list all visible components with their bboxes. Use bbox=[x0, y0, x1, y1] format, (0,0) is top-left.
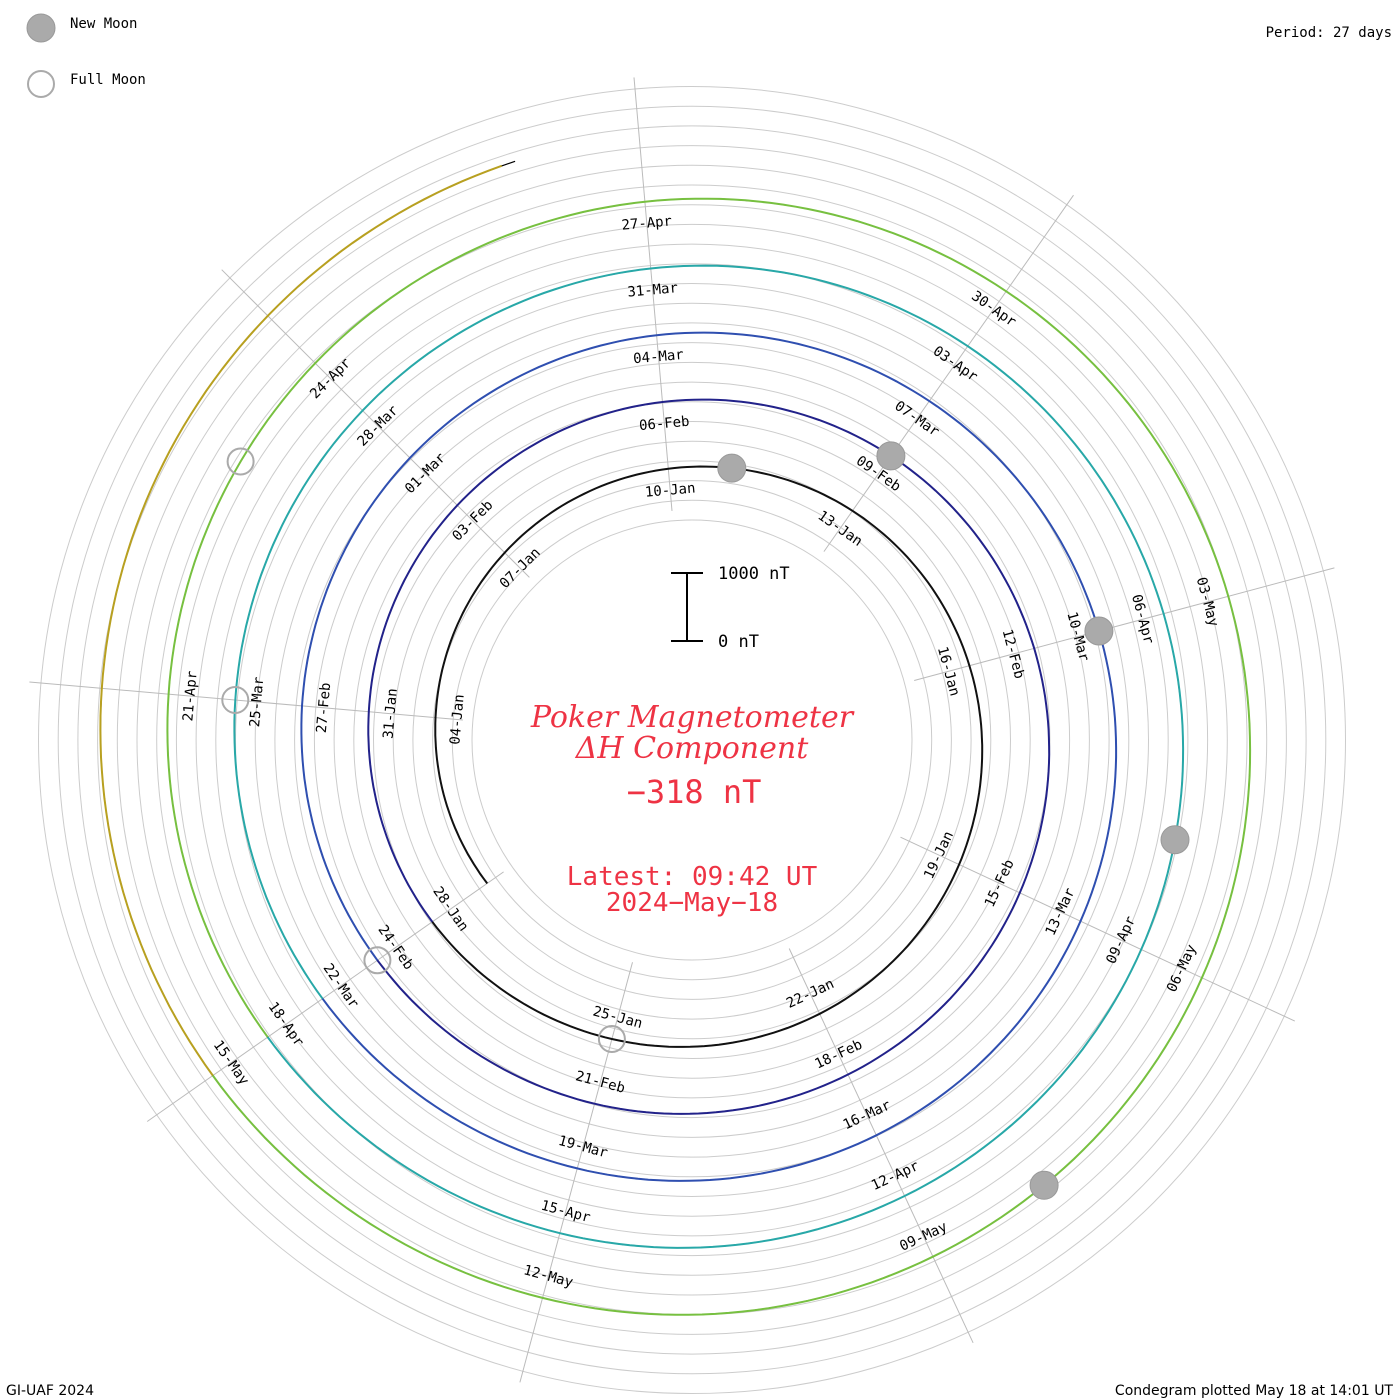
date-tick-label: 15-Apr bbox=[539, 1198, 592, 1227]
chart-title-line2: ΔH Component bbox=[575, 731, 809, 766]
date-tick-label: 25-Mar bbox=[247, 676, 267, 728]
trace-series bbox=[367, 398, 1051, 1115]
current-value: −318 nT bbox=[627, 773, 762, 811]
latest-date: 2024−May−18 bbox=[606, 888, 778, 918]
grid-circle bbox=[313, 361, 1071, 1119]
trace-series bbox=[431, 465, 984, 1048]
date-tick-label: 21-Apr bbox=[180, 670, 200, 722]
trace-series bbox=[233, 264, 1185, 1249]
grid-circle bbox=[195, 243, 1189, 1237]
scale-bar bbox=[671, 572, 703, 642]
grid-circle bbox=[432, 480, 952, 1000]
date-tick-label: 21-Feb bbox=[574, 1068, 627, 1097]
trace-series bbox=[166, 197, 1252, 1316]
date-tick-label: 27-Apr bbox=[621, 213, 673, 233]
grid-circle bbox=[57, 105, 1327, 1375]
new-moon-marker bbox=[1084, 616, 1114, 646]
grid-spoke bbox=[914, 567, 1335, 681]
date-tick-label: 19-Jan bbox=[921, 829, 957, 882]
grid-spoke bbox=[519, 962, 633, 1383]
date-tick-label: 31-Mar bbox=[627, 280, 679, 300]
grid-spoke bbox=[146, 871, 504, 1122]
moon-layer bbox=[221, 441, 1190, 1200]
chart-title-line1: Poker Magnetometer bbox=[530, 700, 855, 735]
footer-credit: GI-UAF 2024 bbox=[6, 1383, 94, 1399]
grid-circle bbox=[471, 519, 913, 961]
grid-circle bbox=[254, 302, 1130, 1178]
grid-circle bbox=[215, 263, 1169, 1217]
grid-circle bbox=[412, 460, 972, 1020]
date-tick-label: 12-Apr bbox=[869, 1158, 922, 1194]
date-tick-label: 12-May bbox=[522, 1262, 575, 1291]
new-moon-icon bbox=[26, 13, 56, 43]
grid-circle bbox=[353, 401, 1031, 1079]
grid-circle bbox=[136, 184, 1248, 1296]
grid-spoke bbox=[221, 269, 530, 578]
date-tick-label: 04-Mar bbox=[633, 347, 685, 367]
grid-circle bbox=[38, 86, 1346, 1394]
grid-spoke bbox=[823, 194, 1074, 552]
footer-plot-time: Condegram plotted May 18 at 14:01 UT bbox=[1115, 1383, 1394, 1399]
date-tick-label: 16-Mar bbox=[841, 1097, 894, 1133]
trace-series bbox=[300, 331, 1118, 1182]
grid-circle bbox=[294, 342, 1090, 1138]
grid-circle bbox=[77, 125, 1307, 1355]
grid-circle bbox=[373, 421, 1011, 1059]
date-tick-label: 10-Jan bbox=[644, 480, 696, 500]
full-moon-icon bbox=[27, 70, 55, 98]
grid-circle bbox=[97, 145, 1287, 1335]
period-label: Period: 27 days bbox=[1266, 25, 1392, 41]
date-tick-label: 04-Jan bbox=[447, 694, 467, 746]
date-tick-label: 27-Feb bbox=[314, 682, 334, 734]
trace-series bbox=[99, 164, 503, 1077]
date-tick-label: 06-Feb bbox=[638, 414, 690, 434]
grid-layer bbox=[29, 77, 1346, 1394]
date-tick-label: 15-Feb bbox=[982, 857, 1018, 910]
date-tick-label: 22-Jan bbox=[784, 976, 837, 1012]
new-moon-marker bbox=[876, 441, 906, 471]
full-moon-label: Full Moon bbox=[70, 72, 146, 88]
date-tick-label: 09-May bbox=[897, 1219, 950, 1255]
date-tick-label: 16-Jan bbox=[934, 645, 963, 698]
scale-top-label: 1000 nT bbox=[718, 564, 790, 584]
date-tick-label: 03-May bbox=[1193, 576, 1222, 629]
date-tick-label: 09-Apr bbox=[1103, 914, 1139, 967]
new-moon-marker bbox=[1029, 1170, 1059, 1200]
date-tick-label: 18-Feb bbox=[812, 1037, 865, 1073]
grid-spoke bbox=[788, 948, 974, 1344]
new-moon-marker bbox=[1160, 825, 1190, 855]
latest-time: Latest: 09:42 UT bbox=[567, 862, 818, 892]
grid-circle bbox=[156, 204, 1228, 1276]
grid-circle bbox=[274, 322, 1110, 1158]
new-moon-label: New Moon bbox=[70, 16, 137, 32]
grid-spoke bbox=[633, 77, 673, 511]
grid-circle bbox=[175, 223, 1209, 1257]
grid-spoke bbox=[900, 836, 1296, 1022]
date-tick-label: 06-May bbox=[1164, 942, 1200, 995]
trace-layer bbox=[99, 164, 1252, 1316]
full-moon-marker bbox=[363, 946, 392, 975]
full-moon-marker bbox=[597, 1025, 626, 1053]
date-tick-label: 31-Jan bbox=[381, 688, 401, 740]
date-tick-label: 19-Mar bbox=[556, 1133, 609, 1162]
full-moon-marker bbox=[221, 686, 250, 714]
date-tick-label: 13-Mar bbox=[1043, 886, 1079, 939]
grid-circle bbox=[451, 499, 933, 981]
new-moon-marker bbox=[717, 453, 747, 483]
full-moon-marker bbox=[226, 447, 255, 476]
grid-circle bbox=[392, 440, 992, 1040]
scale-bottom-label: 0 nT bbox=[718, 632, 759, 652]
